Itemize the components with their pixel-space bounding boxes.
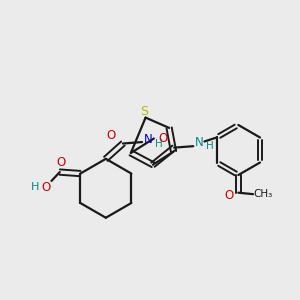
Text: H: H xyxy=(31,182,40,192)
Text: H: H xyxy=(206,141,213,151)
Text: O: O xyxy=(57,156,66,169)
Text: H: H xyxy=(155,139,163,148)
Text: S: S xyxy=(140,105,148,118)
Text: O: O xyxy=(106,129,115,142)
Text: CH₃: CH₃ xyxy=(254,189,273,199)
Text: N: N xyxy=(144,133,152,146)
Text: O: O xyxy=(42,181,51,194)
Text: N: N xyxy=(195,136,203,148)
Text: O: O xyxy=(224,188,233,202)
Text: O: O xyxy=(158,132,168,145)
